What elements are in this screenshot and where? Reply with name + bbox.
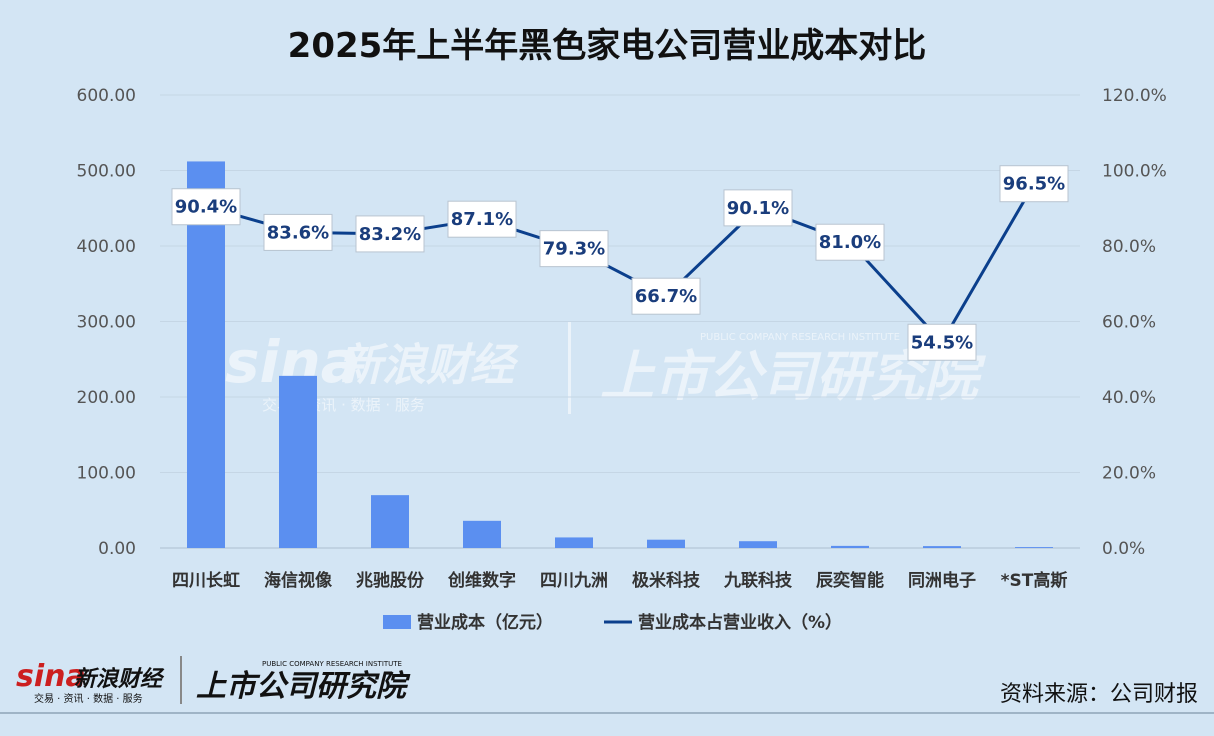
legend-bar-swatch xyxy=(383,615,411,629)
x-category-label: 辰奕智能 xyxy=(816,570,884,591)
footer-institute-en: PUBLIC COMPANY RESEARCH INSTITUTE xyxy=(262,660,402,668)
right-tick-label: 120.0% xyxy=(1102,86,1167,106)
data-label-box xyxy=(263,213,333,251)
legend: 营业成本（亿元） 营业成本占营业收入（%） xyxy=(383,612,842,633)
bar xyxy=(279,375,317,548)
x-category-label: 极米科技 xyxy=(632,570,701,591)
data-label: 83.2% xyxy=(359,224,421,245)
data-label-box xyxy=(999,165,1069,203)
series-line xyxy=(205,182,1036,344)
data-label-box xyxy=(171,188,241,226)
data-label: 90.4% xyxy=(175,197,237,218)
watermark-center: sina 新浪财经 交易 · 资讯 · 数据 · 服务 PUBLIC COMPA… xyxy=(225,322,986,414)
brand-logo-footer: sina 新浪财经 交易 · 资讯 · 数据 · 服务 PUBLIC COMPA… xyxy=(14,654,434,706)
bar xyxy=(923,546,961,548)
x-category-label: 四川长虹 xyxy=(172,570,240,591)
x-category-label: 九联科技 xyxy=(723,570,793,591)
data-label-box xyxy=(539,230,609,268)
left-tick-label: 600.00 xyxy=(77,86,136,106)
data-label-box xyxy=(815,223,885,261)
x-category-label: 创维数字 xyxy=(447,570,516,591)
right-tick-label: 20.0% xyxy=(1102,464,1156,484)
data-label: 54.5% xyxy=(911,332,973,353)
data-label-box xyxy=(631,277,701,315)
right-axis: 0.0% 20.0% 40.0% 60.0% 80.0% 100.0% 120.0% xyxy=(1102,86,1167,559)
watermark-divider xyxy=(568,322,571,414)
right-tick-label: 0.0% xyxy=(1102,539,1145,559)
data-label-box xyxy=(907,323,977,361)
bar xyxy=(187,161,225,548)
watermark-institute-en: PUBLIC COMPANY RESEARCH INSTITUTE xyxy=(700,332,900,343)
x-category-label: 同洲电子 xyxy=(908,570,976,591)
chart-title: 2025年上半年黑色家电公司营业成本对比 xyxy=(287,26,927,66)
data-label: 87.1% xyxy=(451,209,513,230)
bar xyxy=(463,520,501,548)
data-label: 66.7% xyxy=(635,286,697,307)
footer-tagline: 交易 · 资讯 · 数据 · 服务 xyxy=(34,692,143,705)
legend-line-label: 营业成本占营业收入（%） xyxy=(638,612,842,633)
watermark-brand-cn: 新浪财经 xyxy=(338,340,519,391)
line-data-labels: 90.4% 83.6% 83.2% 87.1% 79.3% 66.7% 90.1% 81.0%… xyxy=(171,165,1069,361)
left-tick-label: 300.00 xyxy=(77,313,136,333)
left-tick-label: 500.00 xyxy=(77,162,136,182)
x-category-label: 兆驰股份 xyxy=(356,570,425,591)
bar xyxy=(739,541,777,548)
data-label-box xyxy=(447,200,517,238)
source-note: 资料来源：公司财报 xyxy=(999,682,1198,707)
right-tick-label: 60.0% xyxy=(1102,313,1156,333)
data-label: 81.0% xyxy=(819,232,881,253)
footer-sina-logo: sina xyxy=(16,659,86,694)
bar xyxy=(555,537,593,548)
data-label: 83.6% xyxy=(267,222,329,243)
bar xyxy=(831,545,869,548)
data-label: 96.5% xyxy=(1003,174,1065,195)
left-tick-label: 100.00 xyxy=(77,464,136,484)
data-label: 79.3% xyxy=(543,239,605,260)
right-tick-label: 40.0% xyxy=(1102,388,1156,408)
left-axis: 0.00 100.00 200.00 300.00 400.00 500.00 600.00 xyxy=(77,86,136,559)
data-label: 90.1% xyxy=(727,198,789,219)
legend-bar-label: 营业成本（亿元） xyxy=(417,612,553,633)
right-tick-label: 80.0% xyxy=(1102,237,1156,257)
right-tick-label: 100.0% xyxy=(1102,162,1167,182)
x-category-label: 四川九洲 xyxy=(540,571,608,591)
left-tick-label: 0.00 xyxy=(98,539,136,559)
bar xyxy=(647,539,685,548)
footer-institute: 上市公司研究院 xyxy=(196,669,411,704)
footer-brand-cn: 新浪财经 xyxy=(74,666,165,692)
bar-series xyxy=(187,161,1053,548)
bar xyxy=(371,495,409,548)
line-series xyxy=(205,182,1036,344)
x-category-label: 海信视像 xyxy=(264,570,333,591)
left-tick-label: 400.00 xyxy=(77,237,136,257)
data-label-box xyxy=(355,215,425,253)
left-tick-label: 200.00 xyxy=(77,388,136,408)
footer-divider-line xyxy=(0,712,1214,714)
bar xyxy=(1015,547,1053,548)
x-category-label: *ST高斯 xyxy=(1001,570,1068,591)
footer-divider xyxy=(180,656,182,704)
data-label-box xyxy=(723,189,793,227)
x-axis-categories: 四川长虹 海信视像 兆驰股份 创维数字 四川九洲 极米科技 九联科技 辰奕智能 同洲电子 *ST高… xyxy=(172,570,1067,591)
